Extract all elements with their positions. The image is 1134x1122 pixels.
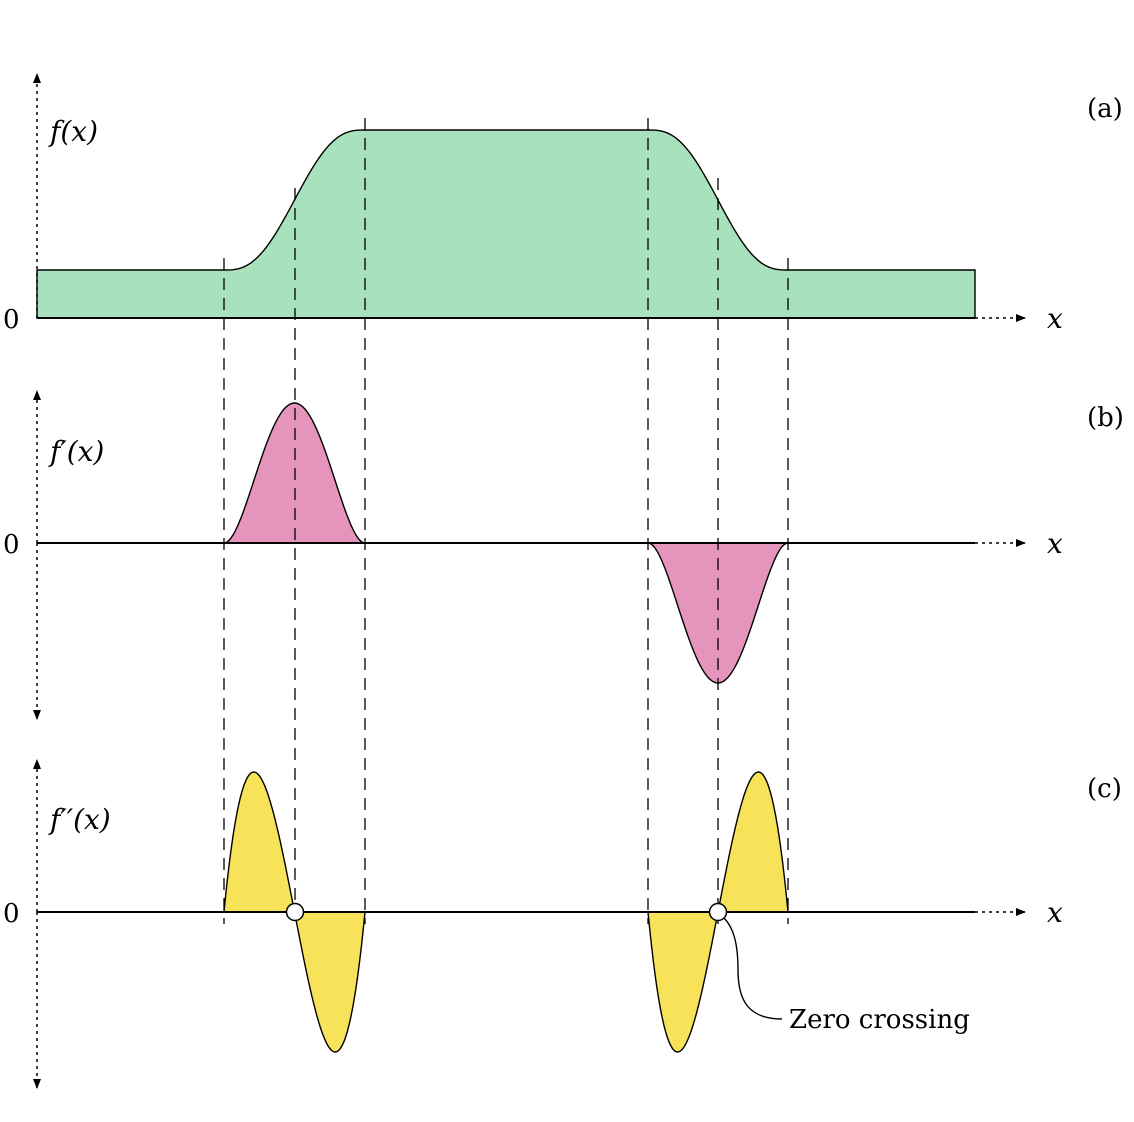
zero-label-b: 0 xyxy=(3,530,20,560)
panel-b-axes xyxy=(33,390,1026,720)
vertical-guide-lines xyxy=(223,118,789,924)
zero-label-c: 0 xyxy=(3,899,20,929)
zero-label-a: 0 xyxy=(3,305,20,335)
x-label-a: x xyxy=(1047,302,1063,335)
panel-tag-a: (a) xyxy=(1087,94,1123,124)
zero-crossing-label: Zero crossing xyxy=(789,1005,970,1035)
zero-crossing-marker-right xyxy=(708,902,728,922)
panel-tag-c: (c) xyxy=(1087,774,1122,804)
function-label-a: f(x) xyxy=(48,115,98,148)
panel-c-axes xyxy=(33,759,1026,1089)
zero-crossing-leader-line xyxy=(723,917,783,1020)
x-label-b: x xyxy=(1047,527,1063,560)
zero-crossing-marker-left xyxy=(285,902,305,922)
f-curve-fill xyxy=(36,129,976,319)
panel-tag-b: (b) xyxy=(1087,403,1124,433)
x-label-c: x xyxy=(1047,896,1063,929)
function-label-b: f′(x) xyxy=(48,435,104,468)
function-label-c: f′′(x) xyxy=(48,803,111,836)
panel-a-axes xyxy=(33,73,1026,322)
